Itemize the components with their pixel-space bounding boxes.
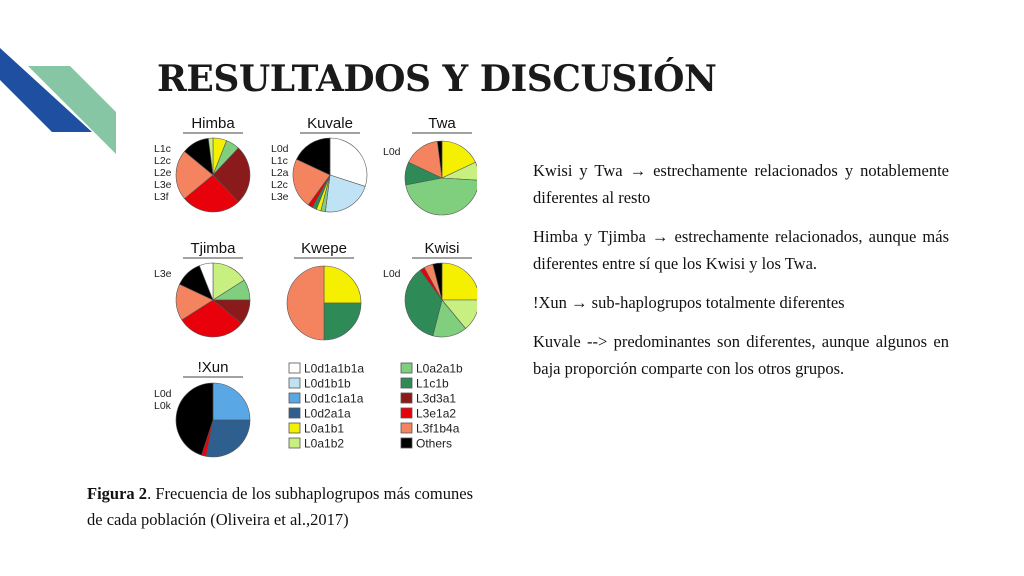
legend-swatch (400, 407, 413, 419)
legend-swatch (288, 437, 301, 449)
legend-label: L1c1b (416, 377, 449, 391)
legend-label: L0a2a1b (416, 362, 463, 376)
pie-code-label: L0k (154, 400, 172, 412)
pie-kwisi: Kwisi L0d (383, 240, 477, 338)
legend-swatch (288, 362, 301, 374)
pie-slice-l1c1b (404, 269, 443, 337)
pie-code-label: L2e (154, 167, 172, 179)
pie-code-label: L1c (154, 143, 171, 155)
pie-code-label: L2c (154, 155, 171, 167)
pie-slice-l0d1a1b1a (329, 137, 368, 187)
legend-swatch (400, 362, 413, 374)
pie-kwepe: Kwepe (286, 240, 362, 341)
caption-label: Figura 2 (87, 484, 148, 503)
legend-label: Others (416, 437, 452, 451)
legend-swatch (400, 377, 413, 389)
pie-tjimba: Tjimba L3e (154, 240, 251, 338)
legend-swatch (400, 437, 413, 449)
pie-slice-l0d2a1a (205, 419, 251, 458)
pie-slice-others (437, 140, 443, 179)
pie-code-label: L3e (271, 191, 289, 203)
pie-title: Himba (191, 115, 235, 132)
pie-slice-l0d1c1a1a (212, 382, 251, 421)
pie-code-label: L1c (271, 155, 288, 167)
pie-title: Tjimba (190, 240, 236, 257)
pie-slice-l0a1b2 (208, 137, 214, 176)
caption-text: . Frecuencia de los subhaplogrupos más c… (87, 484, 473, 529)
legend-swatch (400, 422, 413, 434)
legend-label: L0a1b2 (304, 437, 344, 451)
pie-slice-l0a1b2 (441, 161, 477, 181)
pie-slice-l3e1a2 (184, 174, 239, 213)
legend-label: L0d1b1b (304, 377, 351, 391)
pie-slice-l0a1b1 (441, 140, 476, 179)
pie-slice-l0d1b1b (325, 174, 366, 213)
pie-slice-others (296, 137, 331, 176)
paragraph-xun: !Xun → sub-haplogrupos totalmente difere… (533, 293, 845, 312)
discussion-text: Kwisi y Twa → estrechamente relacionados… (533, 157, 949, 394)
legend-label: L0d1a1b1a (304, 362, 364, 376)
pie-slice-l0a1b1 (441, 262, 477, 301)
pie-code-label: L2c (271, 179, 288, 191)
legend-label: L0a1b1 (304, 422, 344, 436)
pie-slice-others (175, 382, 214, 456)
paragraph-kuvale: Kuvale --> predominantes son diferentes,… (533, 332, 949, 378)
deco-blue-shape (0, 48, 92, 132)
pie-slice-l3e1a2 (181, 299, 242, 338)
paragraph-kwisi-twa: Kwisi y Twa → estrechamente relacionados… (533, 161, 949, 207)
legend-label: L0d1c1a1a (304, 392, 364, 406)
pie-slice-l0d1a1b1a (198, 262, 214, 301)
pie-title: Kuvale (307, 115, 353, 132)
corner-decoration (0, 48, 116, 154)
slide-title: RESULTADOS Y DISCUSIÓN (157, 58, 717, 100)
legend-swatch (288, 422, 301, 434)
pie-slice-l3f1b4a (175, 150, 214, 200)
legend-swatch (288, 377, 301, 389)
pie-code-label: L0d (383, 146, 401, 158)
pie-slice-l0a1b1 (323, 265, 362, 304)
pie-slice-others (432, 262, 443, 301)
pie-code-label: L3e (154, 179, 172, 191)
deco-green-shape (28, 66, 116, 154)
pie-slice-l3d3a1 (212, 147, 251, 203)
pie-slice-l0a2a1b (405, 177, 477, 216)
pie-title: Twa (428, 115, 456, 132)
pie-twa: Twa L0d (383, 115, 477, 216)
legend-label: L3d3a1 (416, 392, 456, 406)
figure-caption: Figura 2. Frecuencia de los subhaplogrup… (87, 481, 473, 533)
legend-swatch (288, 392, 301, 404)
pie-chart-grid: HimbaL1cL2cL2eL3eL3fKuvaleL0dL1cL2aL2cL3… (154, 115, 477, 458)
pie-title: Kwisi (424, 240, 459, 257)
pie-code-label: L0d (383, 268, 401, 280)
pie-title: !Xun (198, 359, 229, 376)
pie-title: Kwepe (301, 240, 347, 257)
legend-label: L3f1b4a (416, 422, 460, 436)
pie-code-label: L2a (271, 167, 289, 179)
paragraph-himba-tjimba: Himba y Tjimba → estrechamente relaciona… (533, 227, 949, 273)
pie-code-label: L3f (154, 191, 169, 203)
legend-swatch (288, 407, 301, 419)
legend-swatch (400, 392, 413, 404)
pie-code-label: L0d (271, 143, 289, 155)
legend-label: L3e1a2 (416, 407, 456, 421)
pie-slice-l1c1b (323, 302, 362, 341)
legend-label: L0d2a1a (304, 407, 351, 421)
legend: L0d1a1b1aL0d1b1bL0d1c1a1aL0d2a1aL0a1b1L0… (288, 362, 463, 451)
pie-code-label: L0d (154, 388, 172, 400)
pie-slice-l3f1b4a (286, 265, 325, 341)
pie-code-label: L3e (154, 268, 172, 280)
